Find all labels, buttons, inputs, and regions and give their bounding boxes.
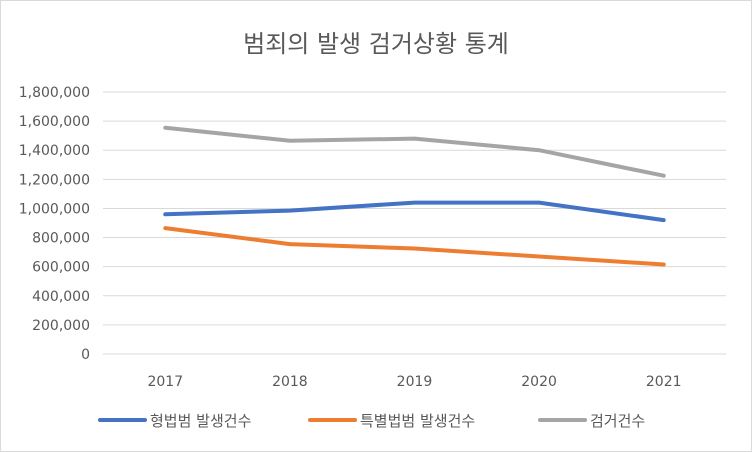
y-tick-label: 800,000 <box>32 231 90 247</box>
y-tick-label: 0 <box>81 347 90 363</box>
data-point <box>663 219 665 221</box>
data-point <box>414 138 415 140</box>
legend-label: 형법범 발생건수 <box>150 412 251 430</box>
data-point <box>663 263 665 265</box>
y-tick-label: 1,400,000 <box>19 143 90 159</box>
series-line <box>163 226 666 267</box>
x-tick-label: 2020 <box>521 374 557 390</box>
data-point <box>164 227 166 229</box>
legend-label: 검거건수 <box>590 412 645 430</box>
y-tick-label: 1,800,000 <box>19 85 90 101</box>
gridlines <box>103 91 726 355</box>
y-tick-label: 1,600,000 <box>19 114 90 130</box>
series-line <box>163 125 666 178</box>
legend: 형법범 발생건수 특별법범 발생건수 검거건수 <box>98 412 645 430</box>
plot-area <box>163 125 666 267</box>
y-tick-label: 1,000,000 <box>19 201 90 217</box>
x-tick-label: 2018 <box>272 374 308 390</box>
x-tick-label: 2019 <box>397 374 433 390</box>
y-tick-label: 200,000 <box>32 318 90 334</box>
x-tick-label: 2017 <box>147 374 183 390</box>
data-point <box>538 255 540 257</box>
y-tick-label: 600,000 <box>32 260 90 276</box>
chart-title: 범죄의 발생 검거상황 통계 <box>243 30 509 58</box>
x-axis: 2017 2018 2019 2020 2021 <box>147 374 681 390</box>
data-point <box>289 243 291 245</box>
data-point <box>164 213 166 215</box>
data-point <box>289 140 291 142</box>
data-point <box>414 247 415 249</box>
data-point <box>164 127 166 129</box>
data-point <box>289 210 291 212</box>
y-tick-label: 400,000 <box>32 289 90 305</box>
data-point <box>663 175 665 177</box>
y-axis: 0 200,000 400,000 600,000 800,000 1,000,000 1,… <box>19 85 90 363</box>
series-line <box>163 200 666 223</box>
data-point <box>414 202 415 204</box>
data-point <box>538 202 540 204</box>
data-point <box>538 149 540 151</box>
legend-label: 특별법범 발생건수 <box>360 412 475 430</box>
y-tick-label: 1,200,000 <box>19 172 90 188</box>
x-tick-label: 2021 <box>646 374 682 390</box>
